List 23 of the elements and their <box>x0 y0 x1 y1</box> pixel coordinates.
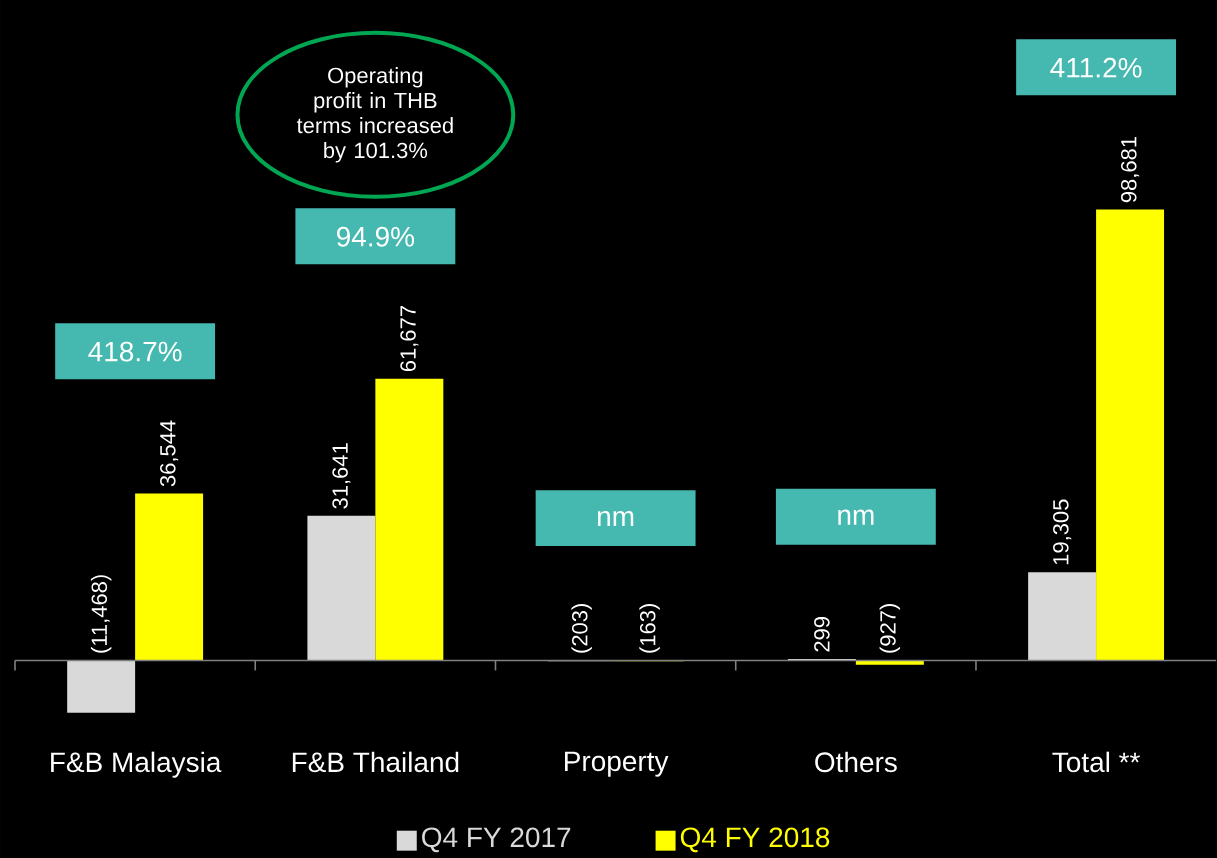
data-label: 31,641 <box>332 443 351 509</box>
x-tick-label: F&B Malaysia <box>51 751 222 778</box>
legend-label: Q4 FY 2018 <box>680 827 830 853</box>
x-tick-label: Total ** <box>1052 751 1140 773</box>
data-label: (203) <box>571 604 592 653</box>
legend-label: Q4 FY 2017 <box>422 827 571 853</box>
annotation: nm <box>838 509 874 525</box>
data-label: (163) <box>639 604 660 653</box>
data-label: 98,681 <box>1121 137 1140 203</box>
data-label: (11,468) <box>90 575 112 653</box>
data-label: 19,305 <box>1053 499 1072 565</box>
annotation: 418.7% <box>88 341 182 362</box>
text: Operating profit in THB terms increased by 101.3% <box>296 67 453 163</box>
data-label: 299 <box>814 617 830 652</box>
x-tick-label: F&B Thailand <box>292 751 459 773</box>
annotation: 94.9% <box>337 226 415 247</box>
text: 411.2% <box>1050 57 1142 78</box>
x-tick-label: Property <box>565 751 669 777</box>
data-label: 61,677 <box>400 306 419 372</box>
x-tick-label: Others <box>815 751 897 773</box>
data-label: 36,544 <box>160 420 179 487</box>
annotation: nm <box>598 511 634 527</box>
data-label: (927) <box>879 604 901 653</box>
